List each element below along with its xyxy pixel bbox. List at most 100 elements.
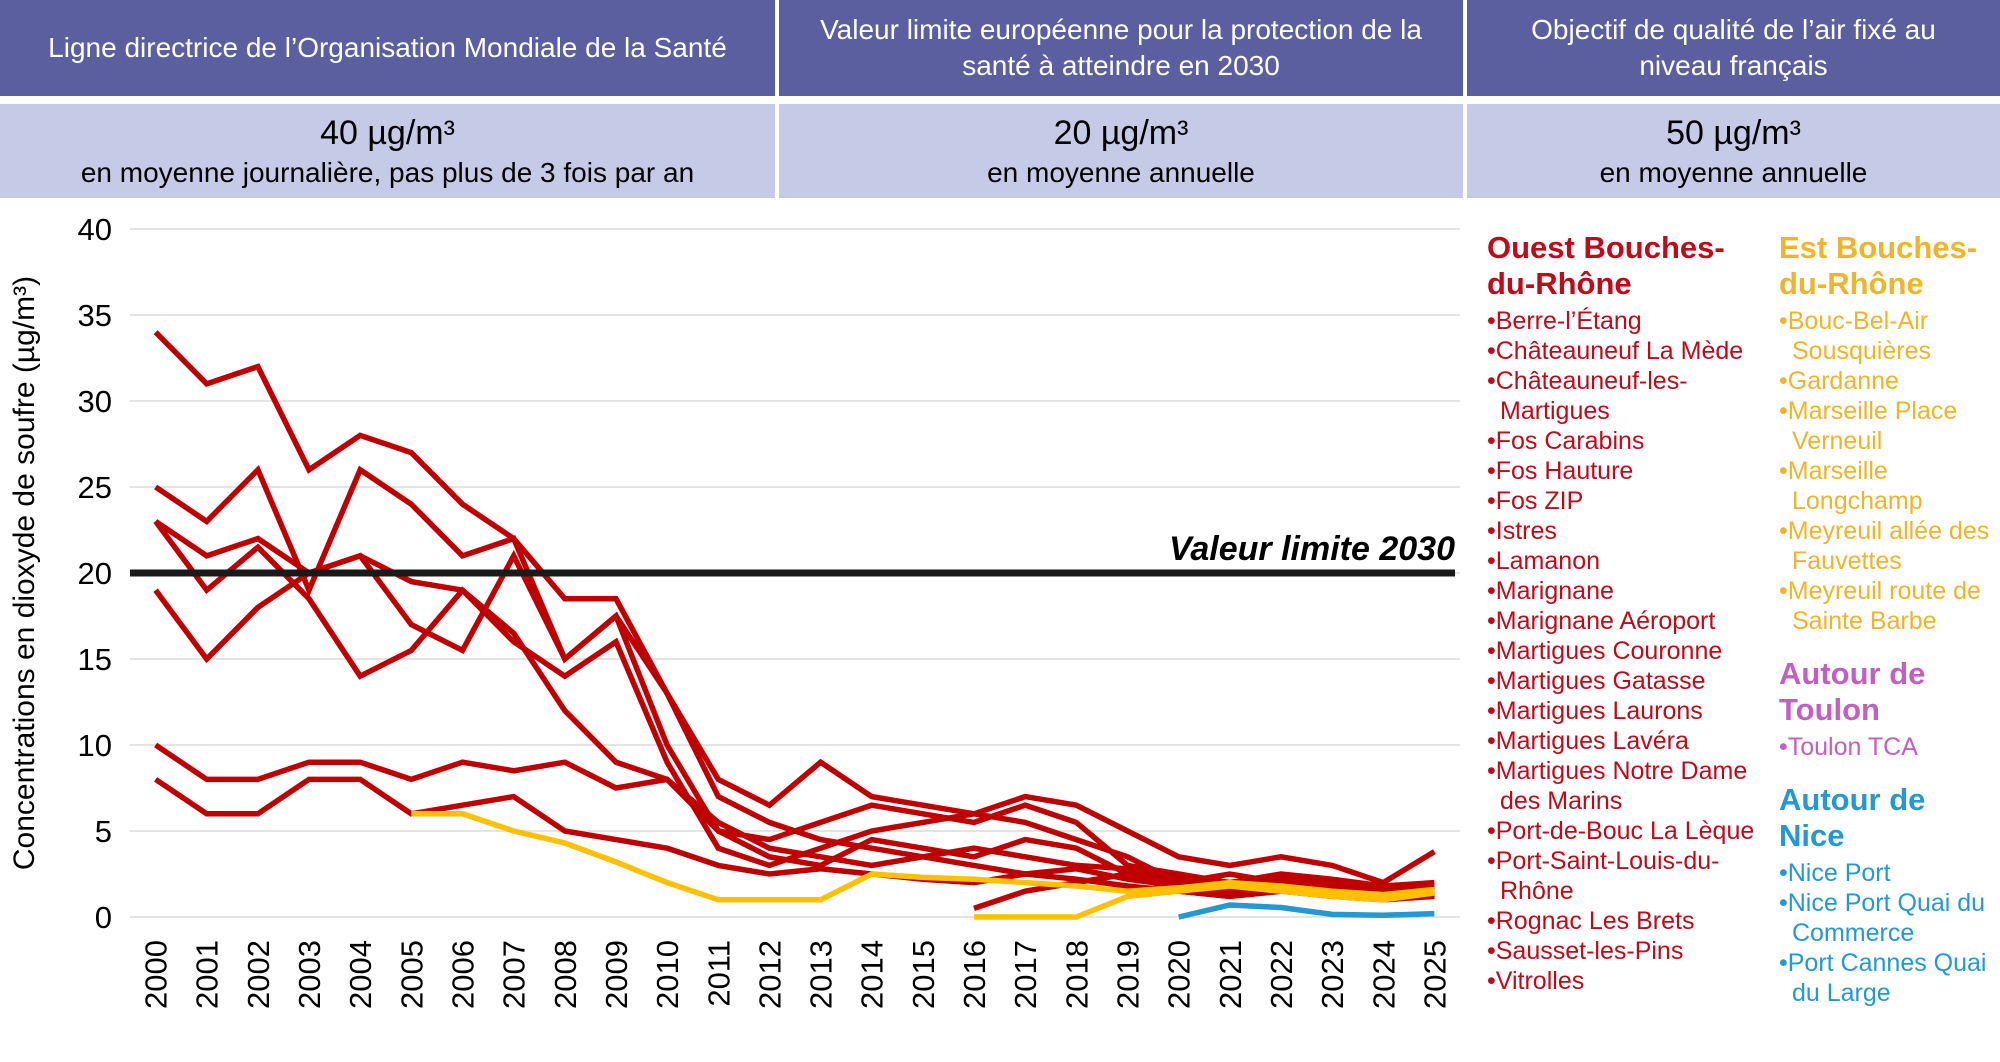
- x-tick-label: 2020: [1162, 940, 1197, 1009]
- eu-limit-value: 20 µg/m³: [1053, 114, 1189, 152]
- x-tick-label: 2004: [343, 940, 378, 1009]
- french-objective-header: Objectif de qualité de l’air fixé au niv…: [1467, 0, 2000, 96]
- legend-group-title: Ouest Bouches-du-Rhône: [1487, 230, 1725, 301]
- eu-limit-value-cell: 20 µg/m³ en moyenne annuelle: [779, 104, 1463, 198]
- french-objective-value: 50 µg/m³: [1666, 114, 1801, 152]
- legend-station-item: •Martigues Gatasse: [1487, 667, 1706, 695]
- legend-station-item: •Martigues Laurons: [1487, 697, 1703, 725]
- y-tick-label: 5: [95, 814, 112, 849]
- x-tick-label: 2000: [139, 940, 174, 1009]
- x-tick-label: 2017: [1008, 940, 1043, 1009]
- french-objective-title: Objectif de qualité de l’air fixé au niv…: [1531, 14, 1936, 81]
- x-tick-label: 2015: [906, 940, 941, 1009]
- y-tick-label: 10: [78, 728, 112, 763]
- x-tick-label: 2025: [1417, 940, 1452, 1009]
- legend-group-title: Autour de Nice: [1779, 782, 1926, 853]
- x-tick-label: 2022: [1264, 940, 1299, 1009]
- series-line-ouest-3: [154, 519, 1435, 894]
- y-tick-label: 0: [95, 900, 112, 935]
- series-line-est-1: [411, 811, 1435, 903]
- legend-column-west: Ouest Bouches-du-Rhône •Berre-l’Étang •Châ…: [1487, 230, 1763, 1028]
- x-tick-label: 2008: [548, 940, 583, 1009]
- station-legend: Ouest Bouches-du-Rhône •Berre-l’Étang •Châ…: [1487, 230, 1995, 1028]
- legend-group-title: Est Bouches-du-Rhône: [1779, 230, 1978, 301]
- legend-station-item: •Istres: [1487, 517, 1557, 545]
- legend-station-item: •Vitrolles: [1487, 967, 1585, 995]
- x-tick-label: 2005: [394, 940, 429, 1009]
- legend-station-item: •Berre-l’Étang: [1487, 307, 1642, 335]
- y-tick-label: 25: [78, 470, 112, 505]
- x-tick-label: 2014: [855, 940, 890, 1009]
- series-line-ouest-5: [153, 549, 1435, 898]
- who-guideline-header: Ligne directrice de l’Organisation Mondi…: [0, 0, 775, 96]
- y-tick-label: 20: [78, 556, 112, 591]
- legend-station-item: •Bouc-Bel-Air Sousquières: [1779, 307, 1931, 365]
- legend-station-item: •Châteauneuf La Mède: [1487, 337, 1744, 365]
- legend-station-item: •Fos ZIP: [1487, 487, 1584, 515]
- legend-station-item: •Port-Saint-Louis-du-Rhône: [1487, 847, 1720, 905]
- legend-station-item: •Fos Hauture: [1487, 457, 1634, 485]
- legend-station-item: •Martigues Lavéra: [1487, 727, 1689, 755]
- legend-station-item: •Châteauneuf-les-Martigues: [1487, 367, 1688, 425]
- x-tick-label: 2013: [804, 940, 839, 1009]
- who-guideline-value-cell: 40 µg/m³ en moyenne journalière, pas plu…: [0, 104, 775, 198]
- y-tick-label: 15: [78, 642, 112, 677]
- eu-limit-title: Valeur limite européenne pour la protect…: [820, 14, 1422, 81]
- x-tick-label: 2019: [1111, 940, 1146, 1009]
- legend-group-ouest-bouches-du-rh-ne: Ouest Bouches-du-Rhône •Berre-l’Étang •Châ…: [1487, 230, 1763, 996]
- legend-station-item: •Martigues Couronne: [1487, 637, 1723, 665]
- x-tick-label: 2009: [599, 940, 634, 1009]
- series-line-nice-1: [1178, 902, 1435, 920]
- legend-station-item: •Marignane: [1487, 577, 1614, 605]
- french-objective-value-cell: 50 µg/m³ en moyenne annuelle: [1467, 104, 2000, 198]
- y-axis-title: Concentrations en dioxyde de soufre (µg/…: [8, 276, 41, 870]
- legend-station-item: •Gardanne: [1779, 367, 1899, 395]
- x-tick-label: 2007: [497, 940, 532, 1009]
- legend-group-est-bouches-du-rh-ne: Est Bouches-du-Rhône •Bouc-Bel-Air Sousqu…: [1779, 230, 1995, 636]
- legend-station-item: •Nice Port Quai du Commerce: [1779, 889, 1986, 947]
- who-guideline-title: Ligne directrice de l’Organisation Mondi…: [48, 32, 727, 63]
- y-tick-label: 30: [78, 384, 112, 419]
- reference-limits-table: Ligne directrice de l’Organisation Mondi…: [0, 0, 2000, 198]
- x-tick-label: 2023: [1315, 940, 1350, 1009]
- legend-column-east-toulon-nice: Est Bouches-du-Rhône •Bouc-Bel-Air Sousqu…: [1779, 230, 1995, 1028]
- legend-station-item: •Port-de-Bouc La Lèque: [1487, 817, 1755, 845]
- legend-station-item: •Lamanon: [1487, 547, 1601, 575]
- x-tick-label: 2006: [446, 940, 481, 1009]
- x-tick-label: 2012: [752, 940, 787, 1009]
- eu-limit-note: en moyenne annuelle: [987, 157, 1255, 188]
- x-tick-label: 2021: [1213, 940, 1248, 1009]
- legend-group-title: Autour de Toulon: [1779, 656, 1926, 727]
- series-line-ouest-4: [153, 519, 1435, 894]
- legend-station-item: •Martigues Notre Dame des Marins: [1487, 757, 1748, 815]
- legend-station-item: •Meyreuil route de Sainte Barbe: [1779, 577, 1981, 635]
- legend-group-autour-de-toulon: Autour de Toulon •Toulon TCA: [1779, 656, 1995, 762]
- legend-station-item: •Rognac Les Brets: [1487, 907, 1695, 935]
- x-tick-label: 2024: [1366, 940, 1401, 1009]
- legend-station-item: •Marseille Longchamp: [1779, 457, 1923, 515]
- who-guideline-value: 40 µg/m³: [320, 114, 455, 152]
- legend-group-autour-de-nice: Autour de Nice •Nice Port •Nice Port Quai …: [1779, 782, 1995, 1008]
- legend-station-item: •Nice Port: [1779, 859, 1891, 887]
- series-line-ouest-1: [153, 330, 1436, 886]
- x-tick-label: 2002: [241, 940, 276, 1009]
- legend-station-item: •Marignane Aéroport: [1487, 607, 1716, 635]
- legend-station-item: •Meyreuil allée des Fauvettes: [1779, 517, 1990, 575]
- legend-station-item: •Toulon TCA: [1779, 733, 1918, 761]
- limit-2030-label: Valeur limite 2030: [1169, 530, 1455, 568]
- eu-limit-header: Valeur limite européenne pour la protect…: [779, 0, 1463, 96]
- series-line-ouest-6: [154, 742, 1435, 900]
- y-tick-label: 35: [78, 298, 112, 333]
- who-guideline-note: en moyenne journalière, pas plus de 3 fo…: [80, 157, 695, 188]
- x-tick-label: 2010: [650, 940, 685, 1009]
- y-tick-label: 40: [78, 212, 112, 247]
- legend-station-item: •Fos Carabins: [1487, 427, 1645, 455]
- x-tick-label: 2003: [292, 940, 327, 1009]
- french-objective-note: en moyenne annuelle: [1599, 157, 1868, 188]
- legend-station-item: •Port Cannes Quai du Large: [1779, 949, 1987, 1007]
- legend-station-item: •Marseille Place Verneuil: [1779, 397, 1958, 455]
- legend-station-item: •Sausset-les-Pins: [1487, 937, 1684, 965]
- x-tick-label: 2016: [957, 940, 992, 1009]
